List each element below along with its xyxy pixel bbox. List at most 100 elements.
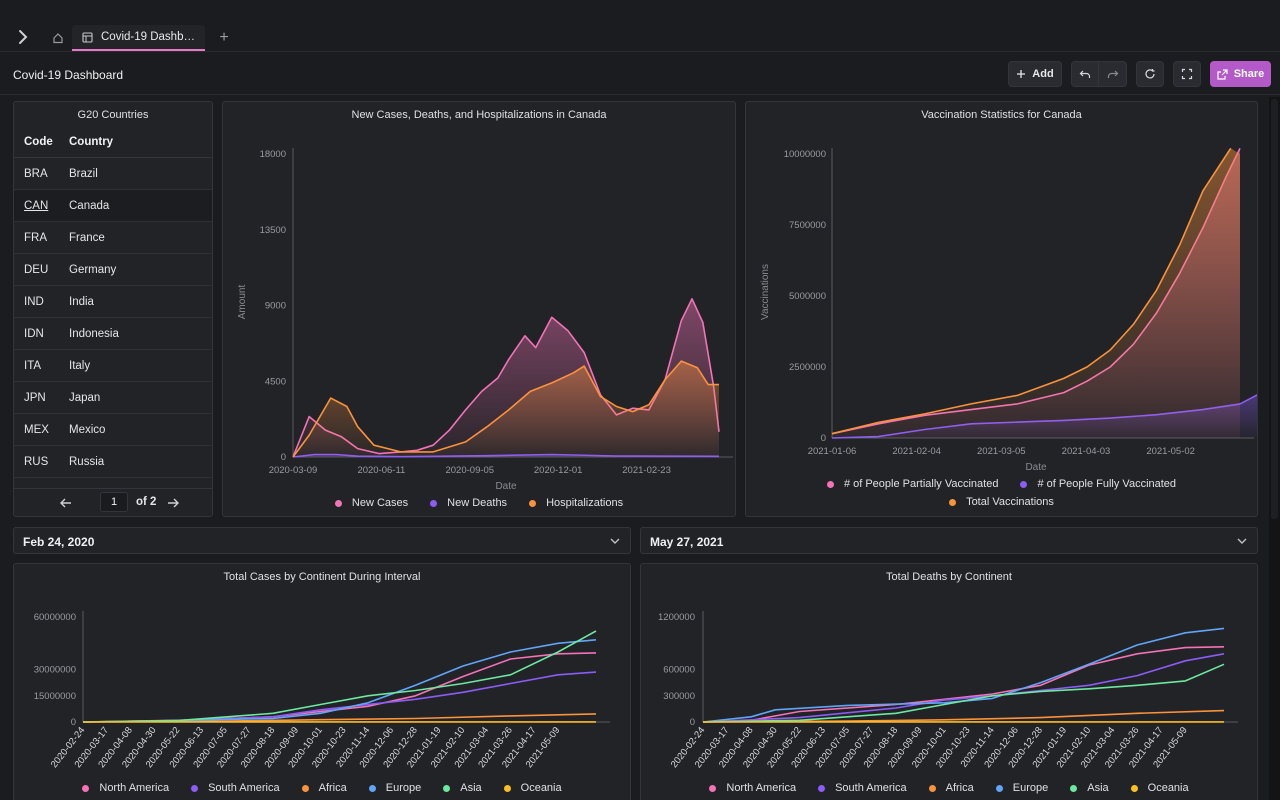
x-tick-label: 2021-02-23 xyxy=(622,465,671,476)
legend-item[interactable]: Oceania xyxy=(1130,782,1189,794)
x-axis-label: Date xyxy=(1025,462,1047,473)
arrow-left-icon[interactable] xyxy=(58,495,74,511)
cell-code[interactable]: ITA xyxy=(24,360,42,372)
legend-label: North America xyxy=(726,782,797,794)
y-tick-label: 300000 xyxy=(663,691,695,702)
share-button[interactable]: Share xyxy=(1210,61,1271,87)
cell-code[interactable]: BRA xyxy=(24,168,48,180)
x-axis-label: Date xyxy=(495,481,517,492)
legend-dot xyxy=(430,499,438,507)
cell-country: Indonesia xyxy=(69,328,119,340)
table-row[interactable]: IND India xyxy=(14,286,212,318)
series-line-north-america xyxy=(82,652,597,723)
table-row[interactable]: CAN Canada xyxy=(14,190,212,222)
arrow-right-icon[interactable] xyxy=(165,495,181,511)
table-row[interactable]: ITA Italy xyxy=(14,350,212,382)
series-area-hospitalizations xyxy=(293,361,719,457)
cell-code[interactable]: IDN xyxy=(24,328,44,340)
y-tick-label: 600000 xyxy=(663,665,695,676)
legend-item[interactable]: South America xyxy=(191,782,280,794)
home-icon[interactable] xyxy=(44,26,72,50)
continent-deaths-chart: 030000060000012000002020-02-242020-03-17… xyxy=(658,611,1238,770)
legend-dot xyxy=(949,498,957,506)
series-line-asia xyxy=(702,663,1225,723)
legend-label: South America xyxy=(835,782,907,794)
legend-item[interactable]: Africa xyxy=(928,782,974,794)
table-row[interactable]: DEU Germany xyxy=(14,254,212,286)
legend-item[interactable]: Asia xyxy=(1070,782,1109,794)
cell-code[interactable]: CAN xyxy=(24,200,49,212)
legend-label: Asia xyxy=(1087,782,1109,794)
undo-button[interactable] xyxy=(1071,61,1099,87)
legend-item[interactable]: Africa xyxy=(301,782,347,794)
add-tab-icon[interactable]: + xyxy=(219,29,229,46)
cell-code[interactable]: JPN xyxy=(24,392,46,404)
cell-code[interactable]: IND xyxy=(24,296,44,308)
pagination: 1 of 2 xyxy=(14,488,212,516)
cell-country: Brazil xyxy=(69,168,98,180)
table-row[interactable]: IDN Indonesia xyxy=(14,318,212,350)
legend-item[interactable]: New Cases xyxy=(334,497,408,509)
cell-code[interactable]: RUS xyxy=(24,456,49,468)
y-tick-label: 4500 xyxy=(265,376,286,387)
legend-item[interactable]: Europe xyxy=(995,782,1048,794)
legend-item[interactable]: # of People Partially Vaccinated xyxy=(826,478,998,490)
fullscreen-icon xyxy=(1181,68,1193,80)
legend-item[interactable]: North America xyxy=(82,782,169,794)
column-header-country[interactable]: Country xyxy=(69,136,114,148)
table-header: Code Country xyxy=(14,126,212,158)
tab-covid-dashboard[interactable]: Covid-19 Dashb… xyxy=(72,25,205,51)
table-row[interactable]: BRA Brazil xyxy=(14,158,212,190)
cell-code[interactable]: FRA xyxy=(24,232,47,244)
legend-item[interactable]: Oceania xyxy=(503,782,562,794)
table-row[interactable]: RUS Russia xyxy=(14,446,212,478)
page-scrollbar[interactable] xyxy=(1269,97,1280,800)
y-axis-label: Vaccinations xyxy=(760,264,771,320)
legend-dot xyxy=(818,784,826,792)
fullscreen-button[interactable] xyxy=(1173,61,1201,87)
legend-item[interactable]: Asia xyxy=(443,782,482,794)
cell-code[interactable]: DEU xyxy=(24,264,49,276)
page-input[interactable]: 1 xyxy=(100,492,128,512)
add-button[interactable]: Add xyxy=(1008,61,1062,87)
y-tick-label: 60000000 xyxy=(34,612,76,623)
cell-country: Mexico xyxy=(69,424,106,436)
legend-item[interactable]: Hospitalizations xyxy=(529,497,623,509)
legend-label: # of People Fully Vaccinated xyxy=(1037,478,1177,490)
legend-item[interactable]: South America xyxy=(818,782,907,794)
chart-legend: # of People Partially Vaccinated # of Peo… xyxy=(746,478,1257,508)
cell-country: Russia xyxy=(69,456,105,468)
dashboard-header: Covid-19 Dashboard Add Share xyxy=(0,53,1280,95)
redo-button[interactable] xyxy=(1099,61,1127,87)
end-date-value: May 27, 2021 xyxy=(650,535,724,549)
legend-label: South America xyxy=(208,782,280,794)
legend-item[interactable]: Total Vaccinations xyxy=(949,496,1054,508)
legend-item[interactable]: New Deaths xyxy=(430,497,507,509)
end-date-select[interactable]: May 27, 2021 xyxy=(640,527,1258,554)
legend-item[interactable]: North America xyxy=(709,782,796,794)
chart-legend: New Cases New Deaths Hospitalizations xyxy=(223,497,735,509)
refresh-button[interactable] xyxy=(1136,61,1164,87)
legend-label: Asia xyxy=(460,782,482,794)
chevron-right-icon[interactable] xyxy=(14,28,32,46)
column-header-code[interactable]: Code xyxy=(24,136,53,148)
cell-code[interactable]: MEX xyxy=(24,424,49,436)
legend-dot xyxy=(995,784,1003,792)
y-tick-label: 0 xyxy=(71,717,76,728)
scrollbar-thumb[interactable] xyxy=(1271,99,1278,519)
y-tick-label: 1200000 xyxy=(658,612,695,623)
legend-dot xyxy=(928,784,936,792)
legend-item[interactable]: # of People Fully Vaccinated xyxy=(1020,478,1176,490)
table-row[interactable]: MEX Mexico xyxy=(14,414,212,446)
chevron-down-icon xyxy=(610,538,620,544)
cases-chart: 0 4500 9000 13500 18000 2020-03-09 2020-06-11 2… xyxy=(237,148,733,492)
tab-bar: Covid-19 Dashb… + xyxy=(0,0,1280,52)
start-date-value: Feb 24, 2020 xyxy=(23,535,95,549)
chart-title: Total Deaths by Continent xyxy=(886,571,1012,583)
legend-dot xyxy=(503,784,511,792)
start-date-select[interactable]: Feb 24, 2020 xyxy=(13,527,631,554)
table-row[interactable]: JPN Japan xyxy=(14,382,212,414)
continent-deaths-chart-panel: Total Deaths by Continent 0 300000 600000 1… xyxy=(640,563,1258,800)
legend-item[interactable]: Europe xyxy=(368,782,421,794)
table-row[interactable]: FRA France xyxy=(14,222,212,254)
